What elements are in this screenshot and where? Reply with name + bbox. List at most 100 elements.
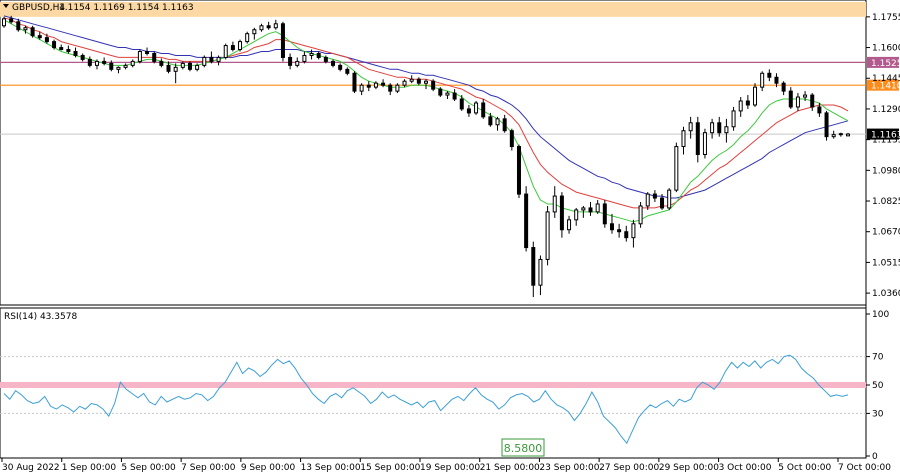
candle-body-bull <box>760 72 765 88</box>
candle-body-bear <box>459 98 464 110</box>
candle-body-bear <box>817 106 822 114</box>
candle <box>16 18 21 32</box>
candle-body-bull <box>595 203 600 213</box>
candle-body-bull <box>567 219 572 231</box>
rsi-tick-label: 0 <box>872 452 878 462</box>
candle <box>302 51 307 64</box>
candle-body-bull <box>238 41 243 51</box>
candle-body-bear <box>102 60 107 64</box>
time-tick-label: 7 Sep 00:00 <box>181 463 236 472</box>
candle <box>717 116 722 137</box>
candle <box>488 112 493 127</box>
candle-body-bull <box>574 209 579 221</box>
candle-body-bull <box>631 223 636 239</box>
candle <box>545 205 550 266</box>
candle-body-bear <box>73 51 78 56</box>
candle-body-bear <box>59 47 64 51</box>
candle-body-bull <box>738 100 743 112</box>
time-tick-label: 29 Sep 00:00 <box>659 463 719 472</box>
main-panel-frame <box>0 0 867 306</box>
candle-body-bull <box>645 193 650 207</box>
candle-body-bull <box>838 133 843 136</box>
candle-body-bear <box>345 68 350 74</box>
candle-body-bear <box>509 130 514 148</box>
candle <box>760 71 765 92</box>
candle <box>216 55 221 66</box>
candle <box>145 47 150 56</box>
candle-body-bear <box>452 92 457 100</box>
candle <box>159 58 164 68</box>
candle <box>373 81 378 90</box>
candle-body-bull <box>409 78 414 82</box>
candle-body-bear <box>109 62 114 70</box>
candle-body-bear <box>323 56 328 62</box>
candle <box>581 205 586 218</box>
candle <box>767 69 772 82</box>
candle-body-bull <box>831 134 836 138</box>
candle-body-bear <box>209 56 214 62</box>
candle <box>288 53 293 70</box>
candle-body-bear <box>44 37 49 43</box>
candle-body-bear <box>438 88 443 96</box>
candle-body-bear <box>531 247 536 286</box>
candle <box>631 219 636 248</box>
candle-body-bull <box>259 25 264 31</box>
candle-body-bear <box>602 203 607 225</box>
rsi-tick-label: 70 <box>872 353 884 363</box>
candle <box>359 83 364 96</box>
candle-body-bull <box>302 54 307 62</box>
candle-body-bear <box>810 94 815 108</box>
candle-body-bear <box>166 64 171 72</box>
candle-body-bear <box>288 56 293 66</box>
candle-body-bear <box>30 27 35 37</box>
time-tick-label: 21 Sep 00:00 <box>480 463 540 472</box>
candle <box>238 39 243 52</box>
candle <box>459 95 464 111</box>
candle <box>252 27 257 40</box>
candle-body-bull <box>545 211 550 260</box>
candle <box>209 51 214 64</box>
price-tick-label: 1.1755 <box>872 13 900 23</box>
candle-body-bear <box>266 25 271 29</box>
candle-body-bull <box>731 110 736 128</box>
candle <box>638 202 643 228</box>
candle <box>731 106 736 131</box>
rsi-callout-label: 8.5800 <box>504 442 543 455</box>
candle <box>102 57 107 66</box>
candle <box>66 45 71 54</box>
time-tick-label: 13 Sep 00:00 <box>301 463 361 472</box>
candle <box>388 83 393 96</box>
candle <box>681 126 686 155</box>
candle <box>223 43 228 60</box>
candle-body-bull <box>245 33 250 43</box>
candle <box>187 61 192 72</box>
candle-body-bull <box>94 60 99 66</box>
collapse-arrow-icon[interactable] <box>3 4 9 8</box>
candle-body-bull <box>424 80 428 84</box>
candle-body-bear <box>588 207 593 213</box>
candle-body-bull <box>795 96 800 108</box>
candle <box>295 57 300 68</box>
rsi-line <box>3 354 849 445</box>
candle <box>323 55 328 64</box>
candle <box>137 49 142 64</box>
price-tick-label: 1.1135 <box>872 136 900 146</box>
candle <box>502 114 507 133</box>
candle-body-bear <box>87 58 92 66</box>
candle <box>116 66 121 74</box>
candle-body-bear <box>502 118 507 132</box>
candle <box>44 33 49 44</box>
candle <box>109 60 114 72</box>
candle <box>52 39 57 50</box>
candle-body-bull <box>688 122 693 132</box>
time-tick-label: 7 Oct 00:00 <box>838 463 891 472</box>
candle <box>438 87 443 98</box>
candle <box>30 25 35 38</box>
candle <box>609 213 614 234</box>
candle <box>273 19 278 30</box>
candle <box>538 255 543 296</box>
current-price-label: 1.1163 <box>871 131 900 141</box>
candle-body-bear <box>652 193 657 199</box>
price-axis: 1.1755 1.1600 1.1445 1.1290 1.1135 1.0980 1.08… <box>866 13 900 299</box>
